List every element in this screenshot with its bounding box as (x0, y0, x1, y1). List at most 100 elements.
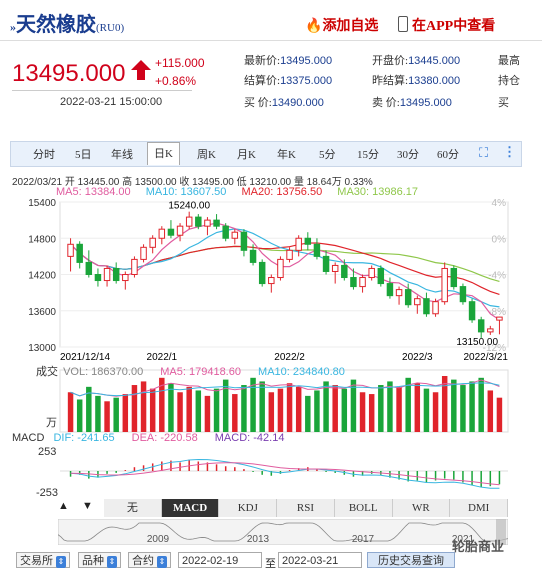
ma10-line (70, 228, 500, 308)
indicator-2[interactable]: MACD (161, 499, 220, 517)
candle-body (386, 283, 394, 297)
candle-body (322, 255, 330, 272)
change-value: +115.000 (155, 56, 205, 70)
dif-value: DIF: -241.65 (53, 432, 115, 444)
candle-body (185, 216, 193, 227)
quote-field: 买 价:13490.000 (244, 94, 324, 110)
watermark: 轮胎商业 (452, 539, 505, 554)
quote-label: 持仓 (498, 75, 520, 87)
tab-9[interactable]: 15分 (357, 149, 379, 161)
quote-label: 最新价: (244, 55, 281, 67)
candle-body (441, 267, 448, 303)
candle-body (140, 246, 147, 260)
volume-bar (469, 381, 475, 432)
volume-bar (213, 388, 220, 432)
timeline-year-label: 2021 (452, 534, 475, 545)
volume-bar (95, 395, 101, 432)
from-date-input[interactable]: 2022-02-19 (178, 552, 262, 568)
pct-tick-label: -12% (483, 343, 506, 354)
tab-4[interactable]: 日K (147, 142, 180, 165)
volume-bar (149, 388, 156, 432)
timeline-year-label: 2009 (147, 534, 170, 545)
indicator-1[interactable]: 无 (104, 499, 162, 517)
quote-value: 13445.000 (408, 55, 461, 67)
volume-bar (86, 386, 92, 432)
volume-bar (341, 388, 348, 432)
ma20-legend: MA20: 13756.50 (241, 186, 323, 198)
quote-field: 最高 (498, 52, 520, 68)
fullscreen-icon[interactable]: ⛶ (479, 145, 489, 160)
volume-bar (241, 385, 247, 432)
volume-bar (67, 392, 74, 432)
indicator-4[interactable]: RSI (277, 499, 335, 517)
vol-value: VOL: 186370.00 (63, 366, 144, 378)
candle-body (423, 298, 430, 315)
quote-field: 最新价:13495.000 (244, 52, 332, 68)
candle-body (204, 219, 211, 227)
candle-body (468, 301, 476, 321)
low-mark-label: 13150.00 (456, 337, 498, 348)
indicator-5[interactable]: BOLL (334, 499, 393, 517)
tab-6[interactable]: 月K (237, 149, 256, 161)
quote-value: 13490.000 (271, 97, 324, 109)
tab-7[interactable]: 年K (277, 149, 296, 161)
kline-chart[interactable]: 15400148001420013600130004%0%-4%-8%-12%1… (0, 195, 542, 495)
timeline-year-label: 2017 (352, 534, 375, 545)
candle-body (167, 228, 175, 236)
quote-label: 开盘价: (372, 55, 409, 67)
candle-body (450, 267, 458, 288)
to-date-input[interactable]: 2022-03-21 (278, 552, 362, 568)
tab-11[interactable]: 60分 (437, 149, 459, 161)
candle-body (350, 277, 357, 288)
indicator-3[interactable]: KDJ (219, 499, 278, 517)
candle-body (176, 225, 184, 236)
scroll-left-button[interactable]: ▲ (58, 500, 69, 512)
scroll-right-button[interactable]: ▼ (82, 500, 93, 512)
period-tabs: 分时 5日 年线 日K 周K 月K 年K 5分 15分 30分 60分 ⛶ ⋮ (10, 141, 522, 167)
product-select[interactable]: 品种 ⇕ (78, 552, 121, 568)
last-price: 13495.000 (12, 60, 126, 87)
candle-body (94, 274, 102, 282)
tab-5[interactable]: 周K (197, 149, 216, 161)
tab-8[interactable]: 5分 (319, 149, 336, 161)
history-query-button[interactable]: 历史交易查询 (367, 552, 455, 568)
dea-line (70, 462, 500, 486)
timeline-navigator[interactable]: 2009 2013 2017 2021 (58, 519, 508, 545)
candle-body (404, 289, 412, 306)
contract-select[interactable]: 合约 ⇕ (128, 552, 171, 568)
volume-bar (368, 394, 375, 432)
candle-body (103, 267, 111, 282)
candle-body (286, 249, 293, 260)
change-percent: +0.86% (155, 74, 197, 88)
volume-bar (478, 377, 484, 432)
candle-body (195, 216, 202, 227)
exchange-select[interactable]: 交易所 ⇕ (16, 552, 70, 568)
add-to-favorites-button[interactable]: 🔥添加自选 (305, 19, 379, 34)
volume-bar (113, 397, 119, 432)
candle-body (331, 264, 339, 272)
volume-bar (432, 392, 439, 432)
quote-value: 13495.000 (399, 97, 452, 109)
more-icon[interactable]: ⋮ (503, 144, 516, 159)
tab-2[interactable]: 5日 (75, 149, 92, 161)
volume-bar (451, 379, 457, 432)
quote-field: 卖 价:13495.000 (372, 94, 452, 110)
volume-bar (332, 385, 338, 432)
tab-10[interactable]: 30分 (397, 149, 419, 161)
tab-1[interactable]: 分时 (33, 149, 55, 161)
tab-3[interactable]: 年线 (111, 149, 133, 161)
volume-bar (222, 379, 229, 432)
candle-body (222, 225, 229, 239)
quote-label: 买 价: (244, 97, 272, 109)
macd-value: MACD: -42.14 (214, 432, 285, 444)
candle-body (240, 231, 248, 251)
indicator-6[interactable]: WR (392, 499, 451, 517)
volume-bar (140, 381, 147, 432)
candle-body (85, 261, 93, 275)
indicator-7[interactable]: DMI (450, 499, 508, 517)
candle-body (313, 243, 321, 257)
candle-body (496, 316, 503, 321)
volume-bar (131, 385, 138, 432)
candle-body (414, 298, 421, 306)
open-in-app-button[interactable]: 在APP中查看 (398, 15, 495, 35)
